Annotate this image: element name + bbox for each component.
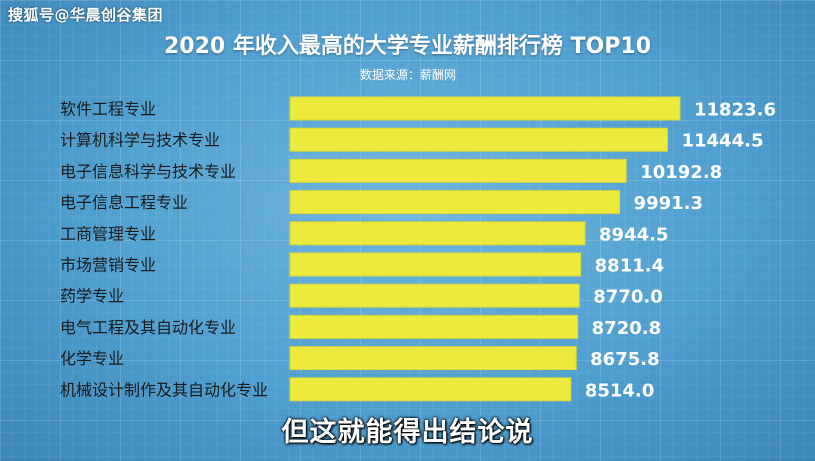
category-label: 化学专业	[60, 349, 124, 368]
value-label: 8675.8	[590, 349, 659, 370]
category-label: 电子信息工程专业	[60, 193, 188, 212]
value-label: 8944.5	[599, 224, 668, 245]
bar	[289, 127, 668, 152]
value-label: 8514.0	[585, 380, 654, 401]
category-label: 机械设计制作及其自动化专业	[60, 380, 268, 399]
category-label: 市场营销专业	[60, 256, 156, 275]
category-label: 药学专业	[60, 287, 124, 306]
video-subtitle: 但这就能得出结论说	[281, 417, 534, 448]
value-label: 9991.3	[634, 193, 703, 214]
value-label: 10192.8	[640, 162, 722, 183]
category-label: 软件工程专业	[60, 100, 156, 119]
value-label: 11823.6	[694, 100, 776, 121]
value-label: 8770.0	[593, 287, 662, 308]
chart-title: 2020 年收入最高的大学专业薪酬排行榜 TOP10	[164, 34, 651, 59]
bar	[289, 346, 577, 371]
category-label: 计算机科学与技术专业	[60, 131, 220, 150]
bar	[289, 377, 572, 402]
category-label: 电气工程及其自动化专业	[60, 318, 236, 337]
bar	[289, 252, 582, 277]
bar	[289, 190, 621, 215]
value-label: 8720.8	[592, 318, 661, 339]
value-label: 8811.4	[595, 256, 664, 277]
chart-source: 数据来源：薪酬网	[360, 68, 457, 82]
bar	[289, 314, 579, 339]
bar	[289, 221, 586, 246]
category-label: 电子信息科学与技术专业	[60, 162, 236, 181]
value-label: 11444.5	[681, 131, 763, 152]
bar	[289, 283, 580, 308]
category-label: 工商管理专业	[60, 224, 156, 243]
watermark: 搜狐号@华晨创谷集团	[8, 6, 164, 24]
bar	[289, 96, 681, 121]
bar	[289, 158, 627, 183]
